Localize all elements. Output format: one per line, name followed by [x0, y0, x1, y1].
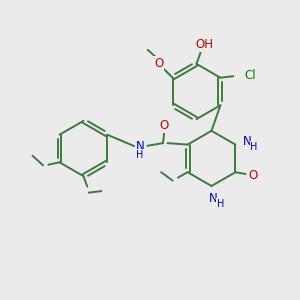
Text: N: N: [208, 192, 217, 205]
Text: N: N: [136, 140, 144, 153]
Text: O: O: [160, 118, 169, 132]
Text: O: O: [248, 169, 257, 182]
Text: O: O: [154, 57, 164, 70]
Text: OH: OH: [195, 38, 213, 51]
Text: Cl: Cl: [244, 69, 256, 82]
Text: H: H: [250, 142, 258, 152]
Text: N: N: [242, 135, 251, 148]
Text: H: H: [217, 199, 224, 209]
Text: H: H: [136, 150, 144, 160]
